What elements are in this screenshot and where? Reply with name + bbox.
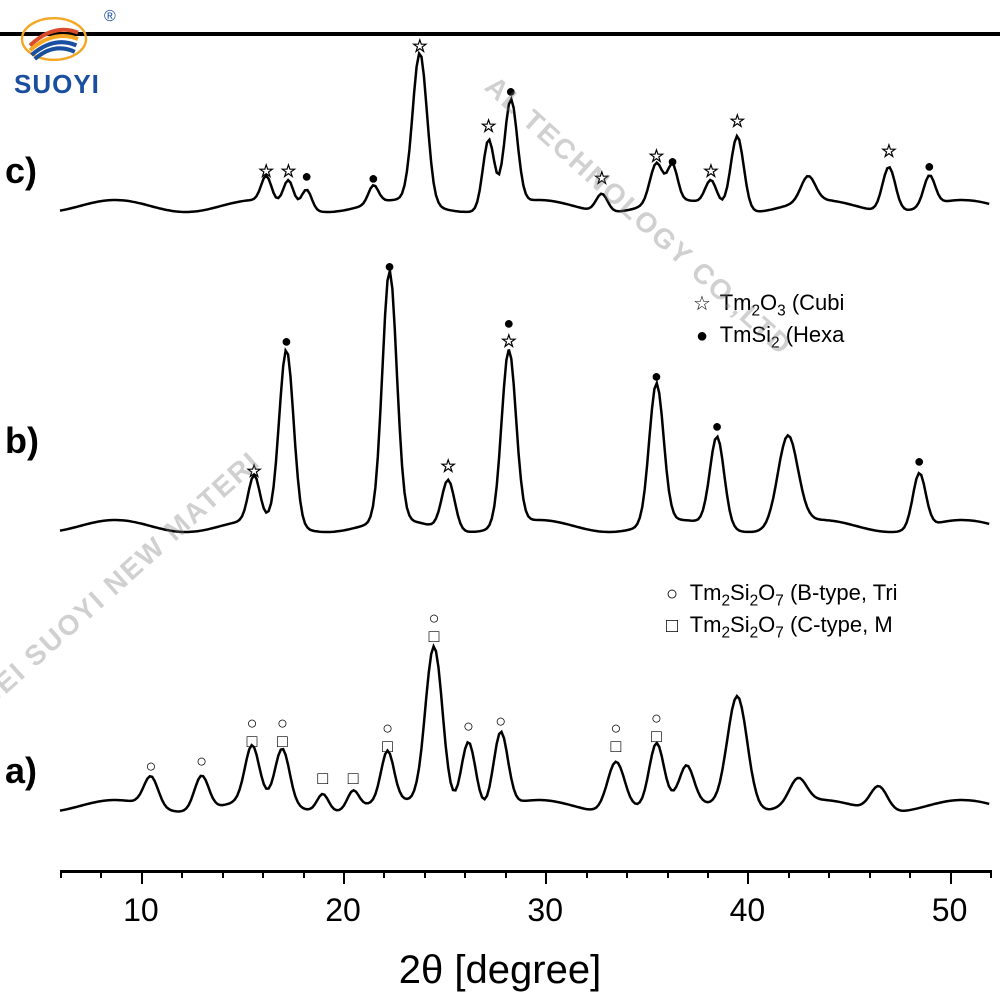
x-major-tick	[950, 870, 952, 884]
x-minor-tick	[909, 870, 911, 878]
x-minor-tick	[100, 870, 102, 878]
x-minor-tick	[586, 870, 588, 878]
peak-marker-square: □	[277, 732, 288, 750]
peak-marker-star: ☆	[258, 162, 274, 180]
x-major-tick	[141, 870, 143, 884]
figure-top-rule	[0, 32, 1000, 36]
x-major-tick	[343, 870, 345, 884]
x-major-tick	[747, 870, 749, 884]
peak-marker-star: ☆	[246, 462, 262, 480]
peak-marker-square: □	[382, 737, 393, 755]
x-minor-tick	[222, 870, 224, 878]
x-minor-tick	[60, 870, 62, 878]
x-minor-tick	[828, 870, 830, 878]
x-tick-label: 40	[730, 892, 766, 929]
legend-block: ○ Tm2Si2O7 (B-type, Tri□ Tm2Si2O7 (C-typ…	[660, 580, 898, 645]
peak-marker-square: □	[611, 737, 622, 755]
peak-marker-square: □	[247, 732, 258, 750]
peak-marker-star: ☆	[881, 142, 897, 160]
peak-marker-circle: ○	[196, 752, 207, 770]
legend-entry: ● TmSi2 (Hexa	[690, 322, 844, 352]
peak-marker-star: ☆	[481, 117, 497, 135]
peak-marker-circle: ○	[463, 717, 474, 735]
peak-marker-circle: ○	[277, 714, 288, 732]
peak-marker-dot: ●	[384, 257, 395, 275]
legend-block: ☆ Tm2O3 (Cubi● TmSi2 (Hexa	[690, 290, 844, 355]
x-minor-tick	[424, 870, 426, 878]
peak-marker-circle: ○	[495, 712, 506, 730]
peak-marker-dot: ●	[503, 314, 514, 332]
x-minor-tick	[707, 870, 709, 878]
x-tick-label: 50	[932, 892, 968, 929]
peak-marker-circle: ○	[651, 709, 662, 727]
x-tick-label: 20	[325, 892, 361, 929]
peak-marker-square: □	[348, 769, 359, 787]
x-minor-tick	[464, 870, 466, 878]
peak-marker-dot: ●	[914, 452, 925, 470]
x-minor-tick	[869, 870, 871, 878]
x-axis-title: 2θ [degree]	[0, 948, 1000, 993]
peak-marker-star: ☆	[648, 147, 664, 165]
legend-entry: ☆ Tm2O3 (Cubi	[690, 290, 844, 320]
peak-marker-dot: ●	[667, 152, 678, 170]
x-axis-line	[60, 870, 990, 873]
trace-label-c: c)	[5, 150, 37, 192]
registered-mark: ®	[104, 8, 116, 26]
peak-marker-dot: ●	[281, 332, 292, 350]
trace-label-b: b)	[5, 420, 39, 462]
x-minor-tick	[990, 870, 992, 878]
legend-entry: □ Tm2Si2O7 (C-type, M	[660, 612, 898, 642]
peak-marker-circle: ○	[429, 609, 440, 627]
peak-marker-dot: ●	[368, 169, 379, 187]
x-minor-tick	[303, 870, 305, 878]
peak-marker-star: ☆	[280, 162, 296, 180]
x-major-tick	[545, 870, 547, 884]
peak-marker-dot: ●	[924, 157, 935, 175]
x-tick-label: 10	[123, 892, 159, 929]
peak-marker-square: □	[317, 769, 328, 787]
x-minor-tick	[181, 870, 183, 878]
peak-marker-star: ☆	[412, 37, 428, 55]
peak-marker-dot: ●	[505, 82, 516, 100]
peak-marker-dot: ●	[301, 167, 312, 185]
peak-marker-star: ☆	[440, 457, 456, 475]
peak-marker-circle: ○	[382, 719, 393, 737]
peak-marker-star: ☆	[501, 332, 517, 350]
peak-marker-dot: ●	[651, 367, 662, 385]
x-minor-tick	[667, 870, 669, 878]
x-minor-tick	[505, 870, 507, 878]
x-minor-tick	[262, 870, 264, 878]
peak-marker-star: ☆	[729, 112, 745, 130]
peak-marker-square: □	[651, 727, 662, 745]
trace-label-a: a)	[5, 750, 37, 792]
legend-entry: ○ Tm2Si2O7 (B-type, Tri	[660, 580, 898, 610]
peak-marker-circle: ○	[146, 757, 157, 775]
peak-marker-star: ☆	[703, 162, 719, 180]
peak-marker-circle: ○	[247, 714, 258, 732]
x-minor-tick	[788, 870, 790, 878]
x-minor-tick	[626, 870, 628, 878]
peak-marker-dot: ●	[712, 417, 723, 435]
peak-markers-layer: ○○□○□○□□□○□○○○□○□○☆●●☆☆●●●●☆☆●●☆☆●☆☆●☆☆☆…	[60, 40, 990, 860]
peak-marker-star: ☆	[594, 169, 610, 187]
x-minor-tick	[383, 870, 385, 878]
peak-marker-circle: ○	[611, 719, 622, 737]
peak-marker-square: □	[429, 627, 440, 645]
x-tick-label: 30	[527, 892, 563, 929]
xrd-chart: ○○□○□○□□□○□○○○□○□○☆●●☆☆●●●●☆☆●●☆☆●☆☆●☆☆☆…	[60, 40, 990, 860]
